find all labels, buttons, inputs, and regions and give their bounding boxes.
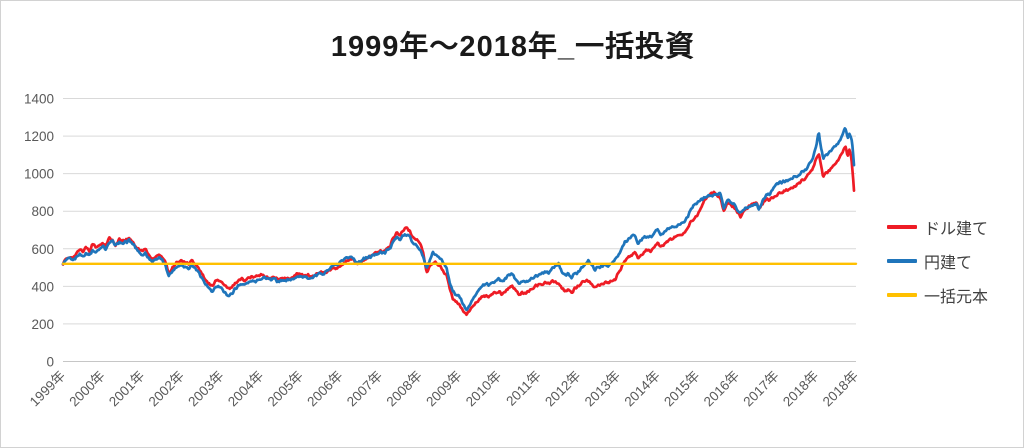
chart-title: 1999年～2018年_一括投資 bbox=[330, 31, 696, 63]
x-axis-tick-label: 2001年 bbox=[106, 368, 147, 409]
x-axis-tick-label: 2013年 bbox=[582, 368, 623, 409]
x-axis-tick-label: 2017年 bbox=[740, 368, 781, 409]
legend-item-0: ドル建て bbox=[887, 215, 988, 239]
x-axis-tick-label: 2002年 bbox=[146, 368, 187, 409]
y-axis-tick-label: 800 bbox=[31, 204, 54, 219]
x-axis-tick-label: 2008年 bbox=[384, 368, 425, 409]
legend-swatch-icon bbox=[887, 293, 917, 297]
legend: ドル建て円建て一括元本 bbox=[887, 1, 1023, 447]
legend-swatch-icon bbox=[887, 225, 917, 229]
x-axis-tick-label: 2012年 bbox=[542, 368, 583, 409]
legend-label: 一括元本 bbox=[924, 289, 989, 306]
y-axis-tick-label: 200 bbox=[31, 317, 54, 332]
x-axis-tick-label: 2003年 bbox=[185, 368, 226, 409]
x-axis-tick-label: 2006年 bbox=[304, 368, 345, 409]
series-line-jpy bbox=[61, 127, 856, 312]
legend-item-2: 一括元本 bbox=[887, 283, 988, 307]
y-axis-tick-label: 1400 bbox=[24, 92, 54, 107]
y-axis-tick-label: 1200 bbox=[24, 129, 54, 144]
x-axis-tick-label: 2007年 bbox=[344, 368, 385, 409]
x-axis-tick-label: 2000年 bbox=[66, 368, 107, 409]
x-axis-tick-label: 2009年 bbox=[423, 368, 464, 409]
x-axis-tick-label: 2016年 bbox=[701, 368, 742, 409]
legend-swatch-icon bbox=[887, 259, 917, 263]
x-axis-tick-label: 2010年 bbox=[463, 368, 504, 409]
x-axis-tick-label: 2014年 bbox=[621, 368, 662, 409]
y-axis-tick-label: 400 bbox=[31, 279, 54, 294]
x-axis-tick-label: 2005年 bbox=[265, 368, 306, 409]
x-axis-tick-label: 2004年 bbox=[225, 368, 266, 409]
y-axis-tick-label: 0 bbox=[46, 355, 54, 370]
series-line-usd bbox=[61, 145, 856, 317]
x-axis-tick-label: 2015年 bbox=[661, 368, 702, 409]
legend-label: 円建て bbox=[924, 255, 973, 272]
x-axis-tick-label: 1999年 bbox=[27, 368, 68, 409]
x-axis-tick-label: 2011年 bbox=[503, 368, 544, 409]
legend-label: ドル建て bbox=[924, 221, 989, 238]
x-axis-tick-label: 2018年 bbox=[780, 368, 821, 409]
legend-item-1: 円建て bbox=[887, 249, 972, 273]
y-axis-tick-label: 1000 bbox=[24, 167, 54, 182]
y-axis-tick-label: 600 bbox=[31, 242, 54, 257]
x-axis-tick-label: 2018年 bbox=[820, 368, 861, 409]
